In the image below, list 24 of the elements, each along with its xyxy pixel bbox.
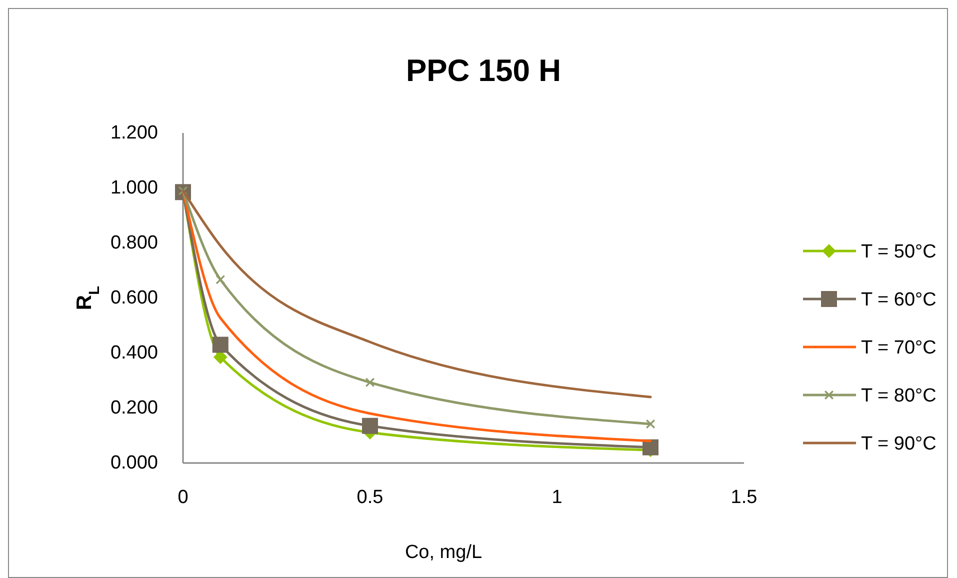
x-tick-label: 0 bbox=[178, 487, 188, 508]
legend-label: T = 50°C bbox=[861, 242, 936, 263]
point bbox=[366, 378, 374, 387]
chart-title: PPC 150 H bbox=[406, 53, 562, 88]
y-tick-label: 1.000 bbox=[110, 178, 158, 198]
point bbox=[642, 439, 658, 456]
point bbox=[216, 275, 225, 284]
x-tick-label: 1.5 bbox=[730, 487, 758, 508]
legend-label: T = 60°C bbox=[861, 290, 936, 311]
point bbox=[646, 419, 655, 428]
y-tick-label: 0.600 bbox=[110, 288, 158, 308]
legend-label: T = 90°C bbox=[861, 434, 936, 455]
point bbox=[212, 336, 228, 353]
y-tick-label: 0.400 bbox=[110, 342, 158, 364]
x-tick-label: 1 bbox=[552, 487, 562, 508]
y-tick-label: 1.200 bbox=[110, 122, 158, 144]
legend-label: T = 80°C bbox=[861, 386, 936, 407]
point bbox=[362, 418, 378, 434]
y-tick-label: 0.800 bbox=[110, 232, 158, 254]
x-tick-label: 0.5 bbox=[356, 487, 384, 508]
x-axis-title: Co, mg/L bbox=[404, 542, 482, 563]
y-tick-label: 0.200 bbox=[110, 398, 158, 418]
y-tick-label: 0.000 bbox=[110, 452, 158, 474]
legend-label: T = 70°C bbox=[861, 338, 936, 359]
